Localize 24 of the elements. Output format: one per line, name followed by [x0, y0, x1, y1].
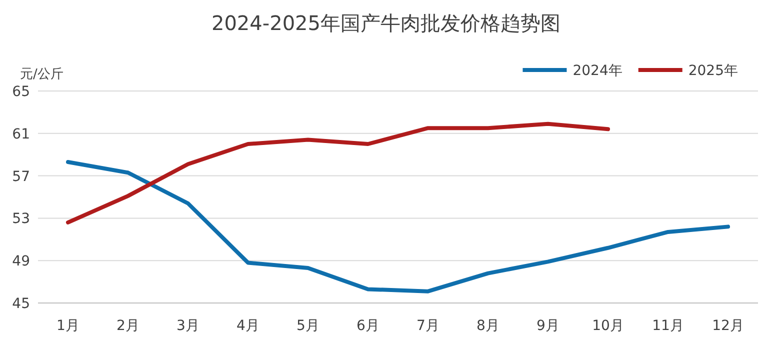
x-tick-label: 7月 — [416, 318, 440, 334]
x-tick-label: 5月 — [296, 318, 320, 334]
x-tick-label: 8月 — [476, 318, 500, 334]
x-tick-label: 9月 — [536, 318, 560, 334]
line-series — [66, 160, 730, 294]
x-tick-label: 1月 — [56, 318, 80, 334]
y-tick-label: 65 — [12, 84, 30, 100]
x-tick-label: 12月 — [712, 318, 744, 334]
x-tick-label: 6月 — [356, 318, 380, 334]
y-tick-label: 61 — [12, 126, 30, 142]
x-tick-label: 4月 — [236, 318, 260, 334]
x-tick-label: 2月 — [116, 318, 140, 334]
x-tick-label: 11月 — [652, 318, 684, 334]
y-tick-label: 53 — [12, 211, 30, 228]
y-tick-label: 57 — [12, 168, 30, 185]
y-tick-label: 49 — [12, 254, 30, 270]
y-axis-title: 元/公斤 — [20, 67, 64, 82]
x-tick-label: 3月 — [176, 318, 200, 334]
chart-title: 2024-2025年国产牛肉批发价格趋势图 — [211, 11, 561, 35]
line-series — [66, 122, 610, 224]
x-tick-label: 10月 — [592, 318, 624, 334]
y-tick-label: 45 — [12, 296, 30, 312]
legend-label: 2024年 — [572, 63, 622, 79]
legend-label: 2025年 — [688, 63, 738, 79]
